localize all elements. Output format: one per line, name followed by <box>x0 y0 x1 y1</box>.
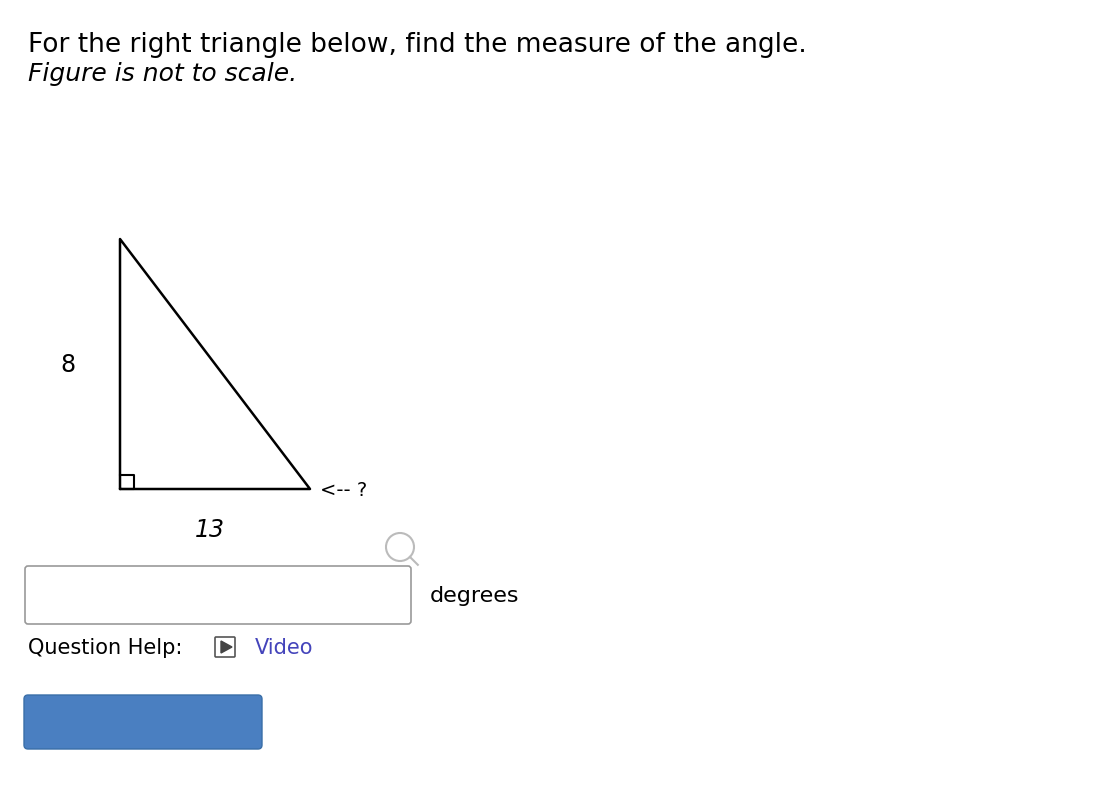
Text: Figure is not to scale.: Figure is not to scale. <box>28 62 297 86</box>
Text: 8: 8 <box>60 353 76 376</box>
Text: 13: 13 <box>195 517 225 541</box>
FancyBboxPatch shape <box>25 566 411 624</box>
Text: Question Help:: Question Help: <box>28 637 183 657</box>
Polygon shape <box>221 642 232 653</box>
FancyBboxPatch shape <box>215 637 235 657</box>
Text: Submit Question: Submit Question <box>51 713 235 732</box>
Text: degrees: degrees <box>430 586 519 605</box>
Text: Video: Video <box>255 637 313 657</box>
Text: <-- ?: <-- ? <box>320 480 368 499</box>
FancyBboxPatch shape <box>25 695 262 749</box>
Text: For the right triangle below, find the measure of the angle.: For the right triangle below, find the m… <box>28 32 807 58</box>
